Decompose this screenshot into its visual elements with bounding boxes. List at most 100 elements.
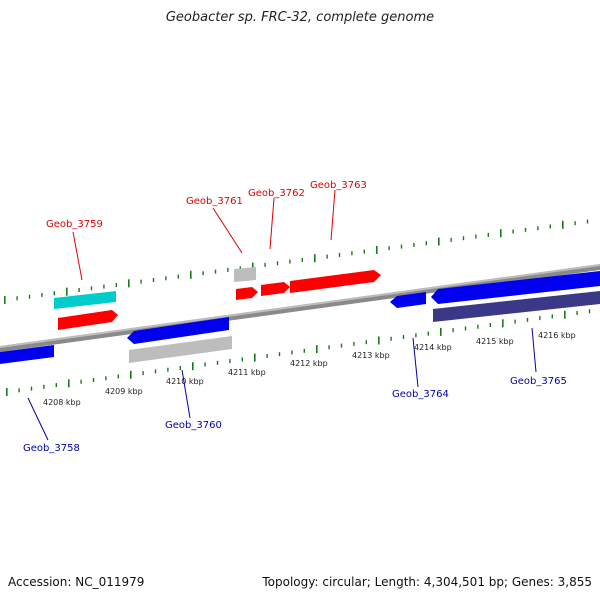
upper-tick	[41, 293, 43, 297]
gene-geob-3765[interactable]	[431, 271, 600, 304]
upper-tick	[500, 229, 502, 238]
lower-tick	[464, 326, 467, 331]
upper-tick	[90, 286, 93, 291]
upper-tick	[214, 269, 217, 274]
lower-tick	[55, 383, 57, 388]
lower-tick	[92, 378, 95, 382]
lower-tick	[192, 362, 194, 371]
lower-tick	[80, 379, 82, 384]
lower-tick	[204, 362, 206, 367]
dotted-ticks-upper	[4, 219, 589, 304]
upper-tick	[512, 229, 514, 234]
upper-tick	[462, 236, 465, 241]
leader-geob-3764	[412, 337, 419, 388]
gene-label-geob-3764[interactable]: Geob_3764	[392, 389, 449, 400]
lower-tick	[303, 348, 305, 353]
upper-tick	[326, 254, 328, 259]
upper-tick	[376, 245, 378, 254]
upper-tick	[450, 237, 452, 242]
gene-label-geob-3761[interactable]: Geob_3761	[186, 196, 243, 207]
lower-tick	[489, 323, 491, 327]
lower-tick	[179, 366, 181, 370]
lower-tick	[353, 341, 355, 346]
gene-geob-3760-gray[interactable]	[129, 336, 232, 363]
upper-tick	[351, 251, 353, 256]
upper-tick	[66, 287, 68, 296]
gene-geob-3762[interactable]	[261, 282, 290, 296]
upper-tick	[190, 270, 192, 279]
upper-tick	[177, 274, 179, 279]
kbp-label: 4210 kbp	[166, 377, 204, 386]
gene-label-geob-3758[interactable]: Geob_3758	[23, 443, 80, 454]
gene-geob-3763[interactable]	[290, 270, 381, 293]
upper-tick	[252, 262, 254, 271]
upper-tick	[289, 259, 291, 264]
lower-tick	[415, 333, 417, 338]
leader-geob-3763	[330, 189, 336, 241]
kbp-label: 4212 kbp	[290, 359, 328, 368]
lower-tick	[278, 352, 281, 357]
upper-tick	[115, 283, 117, 287]
gene-geob-3764[interactable]	[390, 292, 426, 308]
lower-tick	[229, 359, 231, 364]
lower-tick	[43, 384, 45, 389]
leader-geob-3760	[181, 369, 191, 419]
gene-geob-3759-cyan[interactable]	[54, 291, 116, 309]
kbp-label: 4208 kbp	[43, 398, 81, 407]
lower-tick	[477, 324, 479, 329]
lower-tick	[514, 319, 516, 324]
gene-label-geob-3760[interactable]: Geob_3760	[165, 420, 222, 431]
gene-geob-3761-gray[interactable]	[234, 267, 256, 282]
lower-tick	[142, 371, 144, 376]
lower-tick	[452, 328, 454, 333]
gene-label-geob-3765[interactable]: Geob_3765	[510, 376, 567, 387]
kbp-label: 4211 kbp	[228, 368, 266, 377]
upper-tick	[140, 279, 142, 284]
gene-geob-3761[interactable]	[236, 287, 258, 300]
lower-tick	[440, 327, 442, 336]
lower-tick	[30, 386, 33, 391]
lower-tick	[130, 370, 132, 379]
upper-tick	[487, 232, 489, 237]
lower-tick	[539, 316, 541, 321]
topology-text: Topology: circular; Length: 4,304,501 bp…	[262, 575, 592, 589]
lower-tick	[266, 353, 268, 358]
lower-tick	[365, 340, 367, 345]
gene-geob-3765-dark[interactable]	[433, 291, 600, 322]
lower-tick	[564, 310, 566, 319]
gene-geob-3758[interactable]	[0, 345, 54, 364]
lower-tick	[117, 374, 119, 379]
leader-geob-3758	[27, 397, 49, 441]
upper-tick	[28, 294, 31, 299]
upper-tick	[239, 266, 241, 271]
upper-tick	[438, 237, 440, 246]
lower-tick	[526, 317, 529, 322]
lower-tick	[328, 345, 330, 350]
gene-label-geob-3762[interactable]: Geob_3762	[248, 188, 305, 199]
gene-label-geob-3759[interactable]: Geob_3759	[46, 219, 103, 230]
upper-tick	[152, 278, 155, 282]
lower-tick	[390, 336, 392, 341]
dotted-ticks-lower	[6, 309, 591, 396]
gene-label-geob-3763[interactable]: Geob_3763	[310, 180, 367, 191]
upper-tick	[413, 242, 415, 247]
gene-geob-3760[interactable]	[127, 317, 229, 344]
upper-tick	[16, 296, 18, 301]
upper-tick	[78, 288, 80, 292]
leader-geob-3761	[212, 207, 243, 254]
upper-tick	[276, 261, 279, 266]
upper-tick	[338, 252, 341, 257]
upper-tick	[475, 234, 477, 239]
lower-tick	[6, 388, 8, 396]
gene-geob-3759[interactable]	[58, 310, 118, 330]
upper-tick	[4, 296, 6, 304]
leader-geob-3759	[72, 231, 83, 281]
lower-tick	[378, 336, 380, 345]
lower-tick	[18, 388, 20, 393]
accession-text: Accession: NC_011979	[8, 575, 145, 589]
upper-tick	[586, 219, 589, 224]
lower-tick	[427, 331, 429, 336]
lower-tick	[316, 345, 318, 354]
upper-tick	[103, 284, 105, 289]
lower-tick	[167, 367, 169, 372]
